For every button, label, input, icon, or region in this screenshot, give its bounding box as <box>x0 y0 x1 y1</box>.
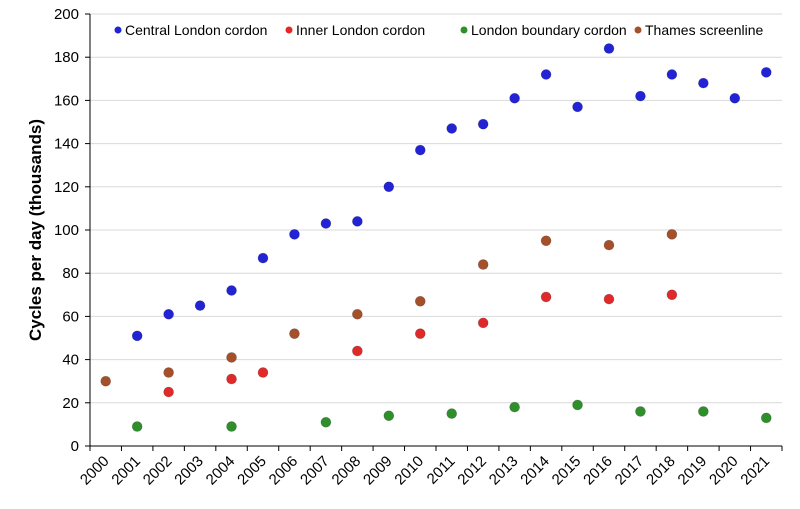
data-point <box>635 406 646 417</box>
legend-label: Thames screenline <box>645 22 763 38</box>
data-point <box>131 421 143 432</box>
data-point <box>635 90 646 102</box>
data-point <box>226 421 237 432</box>
data-point <box>603 43 615 54</box>
axes <box>85 13 783 451</box>
y-tick-label: 20 <box>62 395 79 412</box>
x-tick-label: 2009 <box>360 453 396 489</box>
data-point <box>226 352 237 363</box>
x-tick-label: 2008 <box>329 453 365 489</box>
x-tick-label: 2014 <box>517 453 553 489</box>
x-tick-label: 2011 <box>424 453 459 488</box>
data-point <box>540 69 552 80</box>
data-point <box>603 293 615 305</box>
data-point <box>131 330 143 342</box>
data-point <box>163 308 174 320</box>
y-axis-ticks: 0 20 40 60 80 100 120 140 160 180 200 <box>54 6 79 455</box>
data-point <box>572 101 583 113</box>
legend-marker <box>460 26 468 34</box>
data-point <box>572 399 583 411</box>
x-tick-label: 2005 <box>234 453 270 489</box>
legend-label: Central London cordon <box>125 22 267 38</box>
data-point <box>540 291 552 303</box>
data-point <box>320 416 332 428</box>
legend-label: Inner London cordon <box>296 22 425 38</box>
legend-marker <box>285 26 293 34</box>
y-tick-label: 120 <box>54 179 79 196</box>
data-point <box>352 345 363 357</box>
data-point <box>257 252 269 264</box>
data-point <box>320 218 332 229</box>
x-tick-label: 2000 <box>77 453 113 489</box>
data-point <box>477 259 489 270</box>
y-tick-label: 0 <box>71 438 79 455</box>
x-tick-label: 2018 <box>643 453 679 489</box>
legend-marker <box>634 26 642 34</box>
x-tick-label: 2007 <box>297 453 333 489</box>
y-tick-label: 40 <box>62 352 79 369</box>
data-point <box>383 181 395 193</box>
data-point <box>163 386 174 398</box>
data-point <box>414 328 426 339</box>
data-point <box>760 67 772 78</box>
data-point <box>194 300 206 311</box>
y-tick-label: 60 <box>62 308 79 325</box>
data-point <box>289 229 300 240</box>
data-point <box>289 328 300 339</box>
x-tick-label: 2006 <box>266 453 302 489</box>
y-tick-label: 200 <box>54 6 79 23</box>
x-tick-label: 2015 <box>549 453 585 489</box>
data-point <box>446 123 458 134</box>
data-point <box>509 401 520 413</box>
data-point <box>477 118 489 130</box>
y-tick-label: 160 <box>54 92 79 109</box>
y-tick-label: 180 <box>54 49 79 66</box>
data-point <box>226 373 237 385</box>
y-tick-label: 140 <box>54 136 79 153</box>
x-tick-label: 2004 <box>203 453 239 489</box>
data-point <box>666 289 678 301</box>
legend-marker <box>114 26 122 34</box>
legend: Central London cordon Inner London cordon… <box>114 22 763 38</box>
data-point <box>729 92 741 104</box>
data-point <box>414 144 426 156</box>
x-tick-label: 2010 <box>391 453 427 489</box>
data-point <box>760 412 772 424</box>
data-point <box>257 367 269 378</box>
data-point <box>603 239 615 251</box>
y-axis-title: Cycles per day (thousands) <box>26 119 45 341</box>
data-point <box>100 375 112 387</box>
x-tick-label: 2002 <box>140 453 176 489</box>
data-point <box>383 410 395 422</box>
y-tick-label: 80 <box>62 265 79 282</box>
x-tick-label: 2017 <box>612 453 648 489</box>
data-point <box>352 308 363 320</box>
x-tick-label: 2012 <box>454 453 490 489</box>
data-point <box>666 229 678 240</box>
legend-label: London boundary cordon <box>471 22 627 38</box>
x-tick-label: 2016 <box>580 453 616 489</box>
data-point <box>698 406 709 417</box>
data-point <box>414 295 426 307</box>
data-point <box>666 69 678 80</box>
data-point <box>477 317 489 329</box>
data-point <box>352 216 363 227</box>
data-point <box>163 367 174 378</box>
x-tick-label: 2021 <box>737 453 773 489</box>
gridlines <box>90 13 782 404</box>
x-tick-label: 2020 <box>706 453 742 489</box>
data-points <box>100 43 772 432</box>
x-tick-label: 2013 <box>486 453 522 489</box>
x-tick-label: 2019 <box>675 453 711 489</box>
data-point <box>226 285 237 296</box>
x-tick-label: 2001 <box>108 453 144 489</box>
x-axis-ticks: 2000200120022003200420052006200720082009… <box>77 453 773 489</box>
x-tick-label: 2003 <box>171 453 207 489</box>
data-point <box>540 235 552 247</box>
data-point <box>509 92 520 104</box>
data-point <box>698 77 709 89</box>
y-tick-label: 100 <box>54 222 79 239</box>
data-point <box>446 408 458 419</box>
